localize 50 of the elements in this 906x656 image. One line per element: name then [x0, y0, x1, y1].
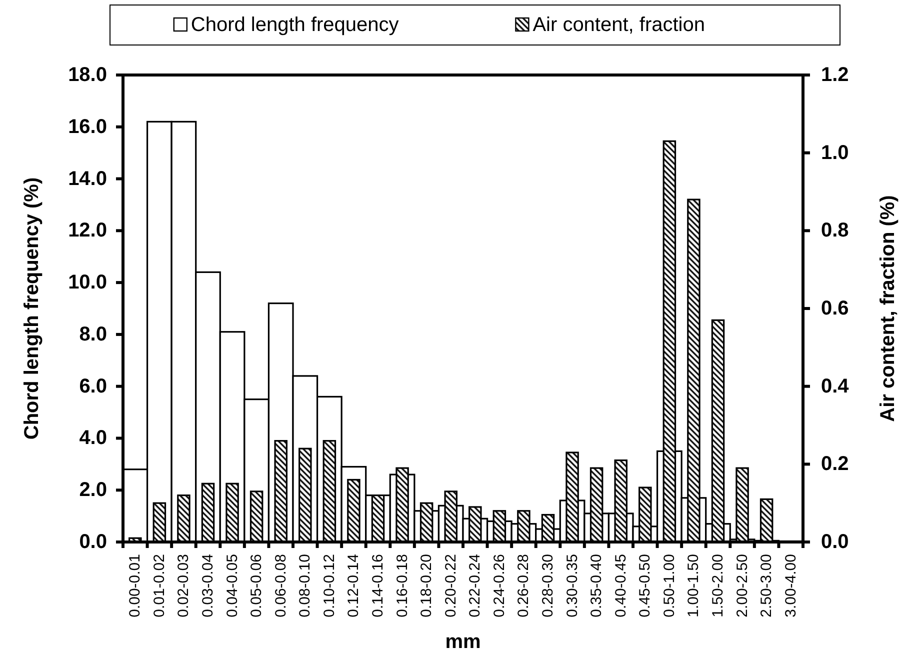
x-tick-label: 0.35-0.40: [588, 554, 606, 618]
y2-tick-label: 0.8: [821, 220, 849, 242]
x-tick-label: 0.22-0.24: [466, 554, 484, 618]
x-tick-label: 0.18-0.20: [418, 554, 436, 618]
y-tick-label: 8.0: [79, 323, 107, 346]
x-tick-label: 0.14-0.16: [370, 554, 386, 618]
x-tick-label: 0.30-0.35: [564, 554, 581, 618]
y2-tick-label: 1.0: [821, 142, 849, 164]
x-tick-label: 0.28-0.30: [540, 554, 556, 618]
y-tick-label: 2.0: [79, 479, 107, 502]
y2-tick-label: 0.2: [821, 453, 849, 476]
x-tick-label: 0.24-0.26: [490, 554, 508, 618]
x-tick-label: 0.08-0.10: [296, 554, 314, 618]
x-tick-label: 0.01-0.02: [150, 554, 168, 618]
y-tick-label: 6.0: [79, 375, 107, 398]
x-tick-label: 1.00-1.50: [685, 554, 702, 618]
y-tick-label: 12.0: [68, 220, 107, 242]
x-tick-label: 0.00-0.01: [126, 554, 144, 618]
x-tick-label: 0.02-0.03: [175, 554, 192, 618]
legend-label: Chord length frequency: [190, 14, 399, 36]
x-tick-label: 0.26-0.28: [515, 554, 532, 618]
x-tick-label: 0.06-0.08: [272, 554, 290, 618]
x-tick-label: 0.10-0.12: [320, 554, 338, 618]
y-tick-label: 4.0: [79, 427, 107, 450]
y2-tick-label: 1.2: [821, 64, 849, 86]
x-axis-title: mm: [445, 631, 481, 653]
y2-tick-label: 0.4: [821, 375, 850, 398]
legend-label: Air content, fraction: [532, 14, 706, 36]
y-tick-label: 16.0: [68, 116, 107, 138]
y-tick-label: 10.0: [68, 272, 107, 294]
x-tick-label: 1.50-2.00: [710, 554, 726, 618]
x-tick-label: 0.03-0.04: [200, 554, 216, 618]
y-tick-label: 0.0: [79, 531, 107, 553]
y2-tick-label: 0.0: [821, 531, 849, 553]
x-tick-label: 0.04-0.05: [224, 554, 241, 618]
y-tick-label: 14.0: [68, 168, 107, 190]
x-tick-label: 0.12-0.14: [345, 554, 362, 618]
y2-tick-label: 0.6: [821, 298, 849, 320]
x-tick-label: 2.50-3.00: [758, 554, 776, 618]
x-tick-label: 0.40-0.45: [612, 554, 630, 618]
y2-axis-title: Air content, fraction (%): [877, 195, 899, 422]
x-tick-label: 0.20-0.22: [442, 554, 460, 618]
y-tick-label: 18.0: [68, 64, 107, 86]
x-tick-label: 3.00-4.00: [782, 554, 800, 618]
y-axis-title: Chord length frequency (%): [21, 177, 43, 440]
x-tick-label: 0.50-1.00: [660, 554, 678, 618]
x-tick-label: 0.16-0.18: [394, 554, 411, 618]
x-tick-label: 0.05-0.06: [248, 554, 266, 618]
x-tick-label: 2.00-2.50: [734, 554, 751, 618]
x-tick-label: 0.45-0.50: [636, 554, 654, 618]
